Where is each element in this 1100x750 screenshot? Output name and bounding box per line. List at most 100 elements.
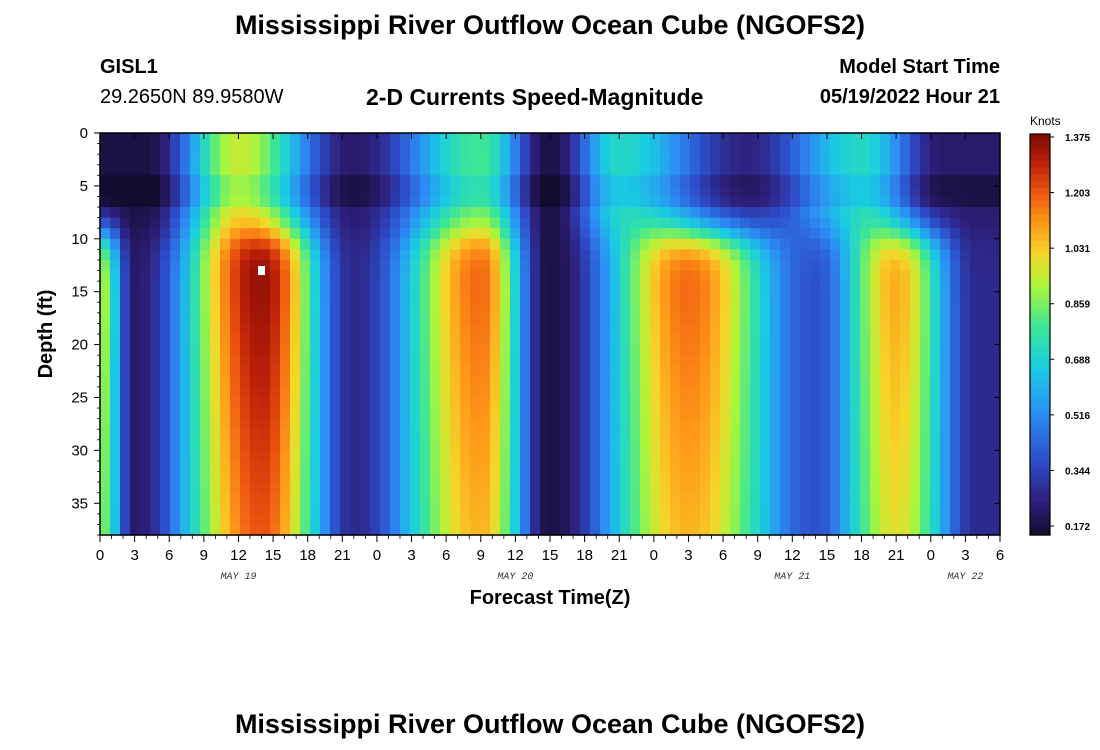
heatmap-cell [200, 524, 211, 536]
heatmap-cell [810, 334, 821, 346]
heatmap-cell [220, 228, 231, 240]
heatmap-cell [680, 418, 691, 430]
heatmap-cell [560, 460, 571, 473]
colorbar-segment [1030, 387, 1050, 396]
heatmap-cell [510, 408, 521, 420]
heatmap-cell [190, 207, 201, 219]
heatmap-cell [630, 439, 641, 451]
heatmap-cell [200, 323, 211, 335]
heatmap-cell [950, 323, 961, 335]
heatmap-cell [680, 249, 691, 261]
heatmap-cell [420, 143, 431, 155]
heatmap-cell [710, 185, 721, 198]
heatmap-cell [690, 376, 701, 388]
heatmap-cell [450, 323, 461, 335]
heatmap-cell [150, 154, 161, 166]
heatmap-cell [230, 397, 241, 409]
heatmap-cell [560, 323, 571, 335]
heatmap-cell [760, 175, 771, 187]
heatmap-cell [970, 365, 981, 377]
heatmap-cell [610, 143, 621, 155]
colorbar-segment [1030, 314, 1050, 322]
heatmap-cell [790, 376, 801, 388]
heatmap-cell [140, 270, 151, 282]
heatmap-cell [380, 471, 391, 483]
heatmap-cell [330, 270, 341, 282]
x-tick-label: 18 [576, 547, 593, 564]
heatmap-cell [400, 323, 411, 335]
heatmap-cell [670, 513, 681, 526]
heatmap-cell [860, 270, 871, 282]
heatmap-cell [890, 386, 901, 399]
heatmap-cell [410, 503, 421, 515]
heatmap-cell [920, 344, 931, 356]
heatmap-cell [620, 281, 631, 293]
heatmap-cell [340, 207, 351, 219]
heatmap-cell [220, 291, 231, 303]
heatmap-cell [760, 238, 771, 250]
heatmap-cell [300, 344, 311, 356]
heatmap-cell [270, 376, 281, 388]
heatmap-cell [330, 228, 341, 240]
heatmap-cell [520, 429, 531, 441]
heatmap-cell [800, 503, 811, 515]
heatmap-cell [220, 164, 231, 176]
heatmap-cell [620, 450, 631, 462]
heatmap-cell [530, 175, 541, 187]
heatmap-cell [420, 270, 431, 282]
heatmap-cell [470, 334, 481, 346]
heatmap-cell [700, 386, 711, 399]
heatmap-cell [220, 323, 231, 335]
heatmap-cell [170, 196, 181, 208]
heatmap-cell [230, 386, 241, 399]
heatmap-cell [190, 460, 201, 473]
heatmap-cell [530, 312, 541, 325]
heatmap-cell [140, 323, 151, 335]
heatmap-cell [760, 524, 771, 536]
heatmap-cell [510, 323, 521, 335]
heatmap-cell [890, 164, 901, 176]
heatmap-cell [390, 513, 401, 526]
heatmap-cell [500, 143, 511, 155]
heatmap-cell [260, 164, 271, 176]
heatmap-cell [570, 429, 581, 441]
heatmap-cell [480, 334, 491, 346]
heatmap-cell [830, 344, 841, 356]
heatmap-cell [200, 429, 211, 441]
heatmap-cell [780, 460, 791, 473]
heatmap-cell [490, 207, 501, 219]
heatmap-cell [790, 450, 801, 462]
heatmap-cell [900, 503, 911, 515]
heatmap-cell [890, 185, 901, 198]
heatmap-cell [790, 259, 801, 272]
heatmap-cell [290, 418, 301, 430]
heatmap-cell [500, 376, 511, 388]
heatmap-cell [950, 291, 961, 303]
heatmap-cell [350, 482, 361, 494]
heatmap-cell [370, 408, 381, 420]
heatmap-cell [140, 291, 151, 303]
heatmap-cell [230, 439, 241, 451]
heatmap-cell [330, 185, 341, 198]
heatmap-cell [730, 344, 741, 356]
heatmap-cell [480, 270, 491, 282]
heatmap-cell [100, 344, 111, 356]
heatmap-cell [620, 386, 631, 399]
heatmap-cell [330, 450, 341, 462]
heatmap-cell [390, 429, 401, 441]
heatmap-cell [320, 365, 331, 377]
heatmap-cell [190, 503, 201, 515]
heatmap-cell [830, 207, 841, 219]
heatmap-cell [820, 460, 831, 473]
heatmap-cell [830, 503, 841, 515]
heatmap-cell [930, 365, 941, 377]
heatmap-cell [390, 344, 401, 356]
heatmap-cell [850, 133, 861, 145]
heatmap-cell [250, 143, 261, 155]
heatmap-cell [740, 376, 751, 388]
heatmap-cell [320, 386, 331, 399]
heatmap-cell [300, 471, 311, 483]
colorbar-segment [1030, 220, 1050, 229]
heatmap-cell [110, 418, 121, 430]
heatmap-cell [870, 323, 881, 335]
